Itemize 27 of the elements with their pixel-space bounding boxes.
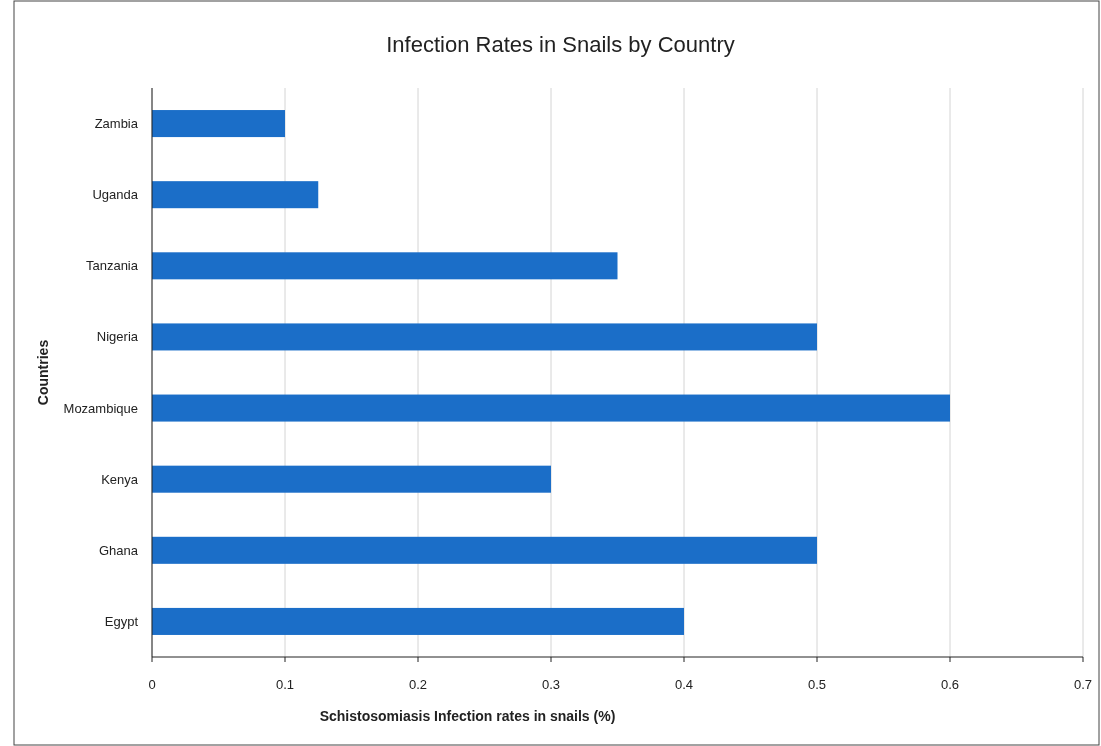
y-tick-label: Ghana	[98, 542, 139, 558]
bar	[152, 110, 285, 138]
x-tick-label: 0.2	[408, 677, 428, 692]
x-tick-label: 0.6	[940, 677, 960, 692]
y-tick-label: Tanzania	[85, 258, 139, 274]
x-tick-label: 0.3	[541, 677, 561, 692]
x-tick-label: 0.5	[807, 677, 827, 692]
x-tick-label: 0.7	[1073, 677, 1093, 692]
y-axis-title: Countries	[35, 339, 51, 406]
bar	[152, 181, 319, 209]
bar	[152, 323, 817, 351]
bar	[152, 252, 618, 280]
x-tick-label: 0.1	[275, 677, 295, 692]
x-axis-title: Schistosomiasis Infection rates in snails (%)	[319, 708, 616, 724]
bar	[152, 607, 684, 635]
y-tick-label: Nigeria	[96, 329, 139, 345]
y-tick-label: Zambia	[94, 116, 139, 132]
y-tick-label: Uganda	[92, 187, 139, 203]
y-tick-label: Kenya	[101, 471, 139, 487]
bar	[152, 465, 551, 493]
chart-title: Infection Rates in Snails by Country	[386, 32, 735, 57]
y-tick-label: Mozambique	[63, 400, 138, 416]
x-tick-label: 0	[148, 677, 156, 692]
bar	[152, 394, 950, 422]
y-tick-label: Egypt	[104, 613, 139, 629]
bar	[152, 536, 817, 564]
x-tick-label: 0.4	[674, 677, 694, 692]
